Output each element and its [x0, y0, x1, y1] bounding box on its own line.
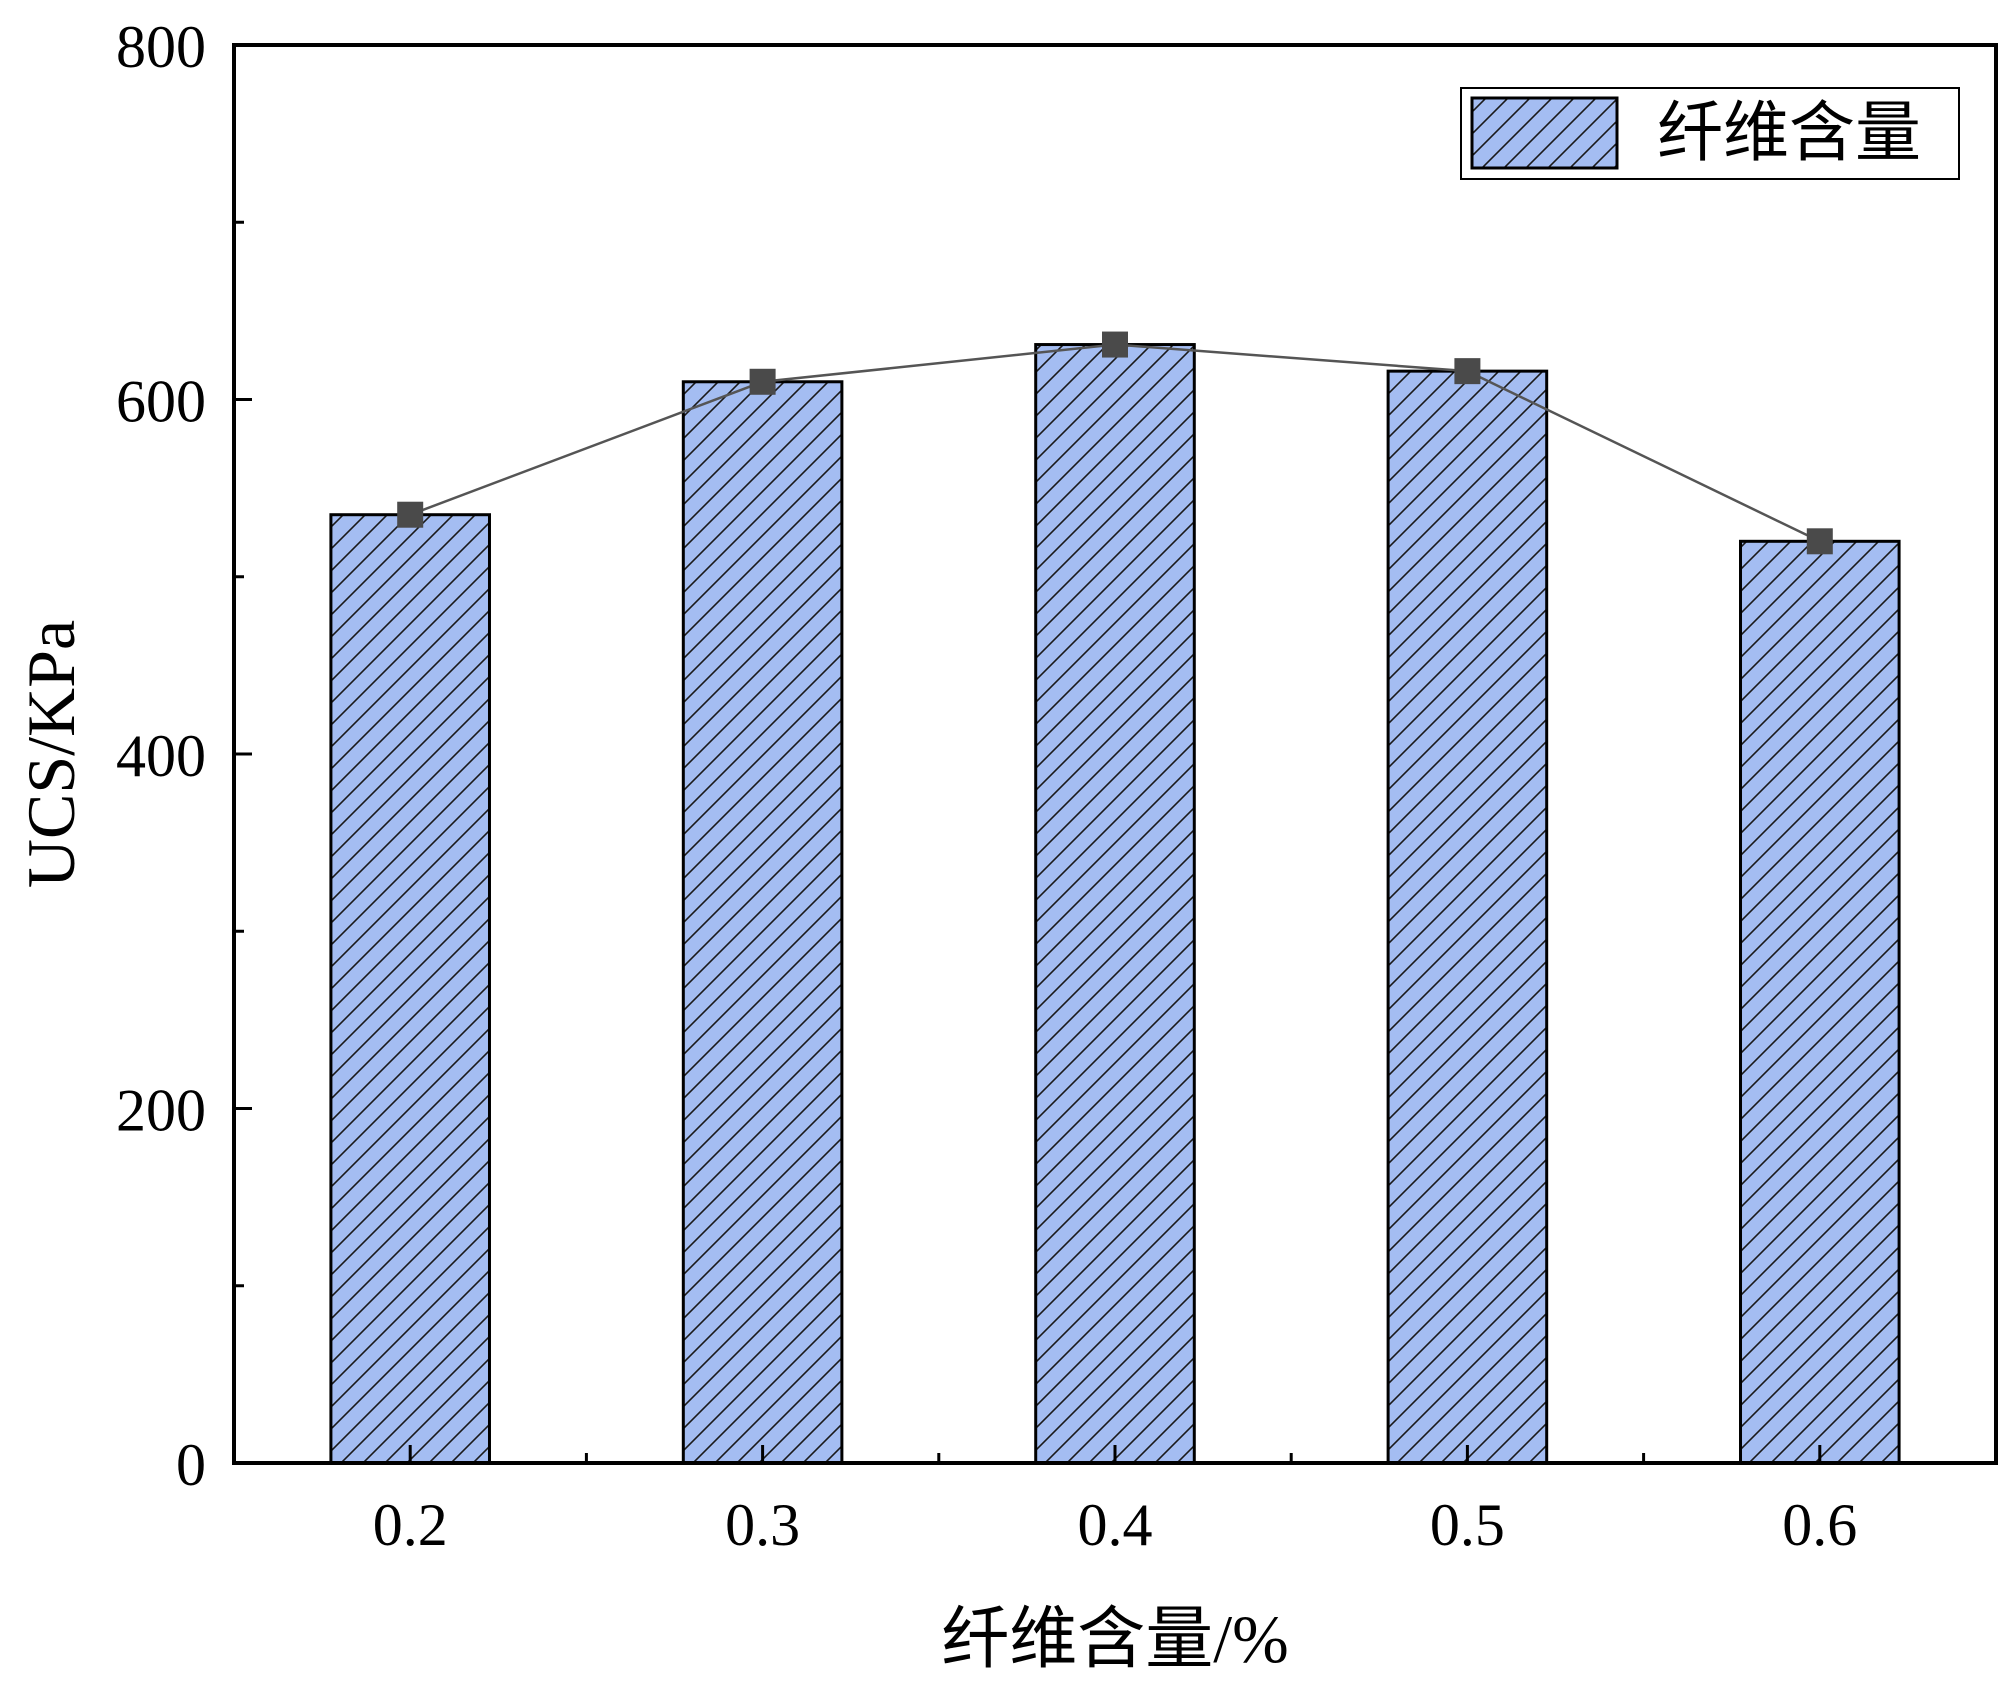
y-axis: 0 200 400 600 800 — [116, 14, 252, 1498]
marker-0.4 — [1102, 331, 1128, 358]
x-tick-label-0.2: 0.2 — [373, 1492, 448, 1558]
y-tick-label-400: 400 — [116, 723, 206, 789]
legend-swatch — [1470, 96, 1619, 170]
legend-label: 纤维含量 — [1657, 97, 1921, 170]
y-tick-label-200: 200 — [116, 1078, 206, 1144]
marker-0.5 — [1454, 358, 1481, 385]
bar-0.4 — [1034, 343, 1196, 1465]
bar-0.2 — [329, 513, 491, 1465]
marker-0.3 — [749, 368, 776, 395]
x-tick-label-0.4: 0.4 — [1078, 1492, 1153, 1558]
line-layer — [397, 331, 1833, 555]
bars-layer — [329, 343, 1901, 1465]
bar-0.3 — [681, 380, 844, 1465]
y-tick-label-0: 0 — [176, 1432, 206, 1498]
bar-0.6 — [1739, 539, 1901, 1465]
bar-0.5 — [1386, 369, 1549, 1465]
y-tick-label-600: 600 — [116, 369, 206, 435]
y-tick-label-800: 800 — [116, 14, 206, 80]
x-tick-label-0.6: 0.6 — [1782, 1492, 1857, 1558]
marker-0.6 — [1806, 528, 1833, 555]
y-axis-label: UCS/KPa — [13, 620, 89, 888]
marker-0.2 — [397, 501, 424, 528]
x-tick-label-0.5: 0.5 — [1430, 1492, 1505, 1558]
legend: 纤维含量 — [1460, 87, 1960, 180]
x-axis-label: 纤维含量/% — [941, 1601, 1289, 1677]
x-axis: 0.2 0.3 0.4 0.5 0.6 — [373, 1445, 1857, 1558]
x-tick-label-0.3: 0.3 — [725, 1492, 800, 1558]
